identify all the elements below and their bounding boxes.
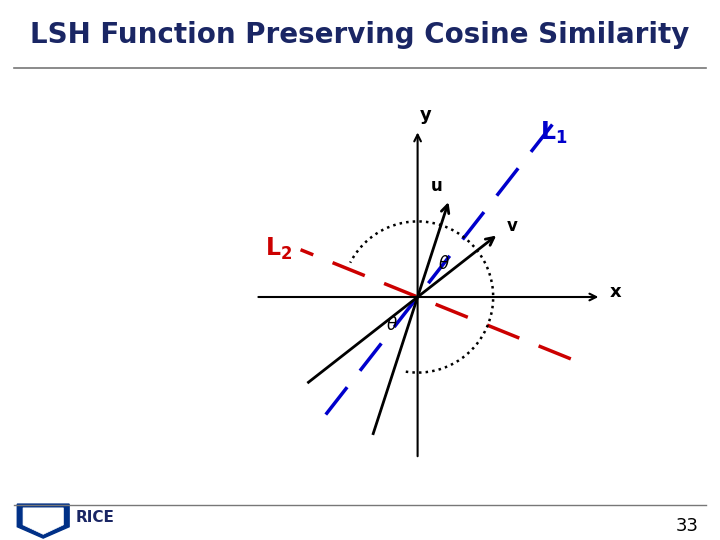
Text: y: y [420,106,431,124]
Text: u: u [431,177,442,195]
Text: $\theta$: $\theta$ [386,316,397,334]
Text: $\theta$: $\theta$ [438,255,449,273]
Text: v: v [507,217,518,235]
Text: x: x [609,282,621,301]
Polygon shape [17,504,69,538]
Text: $\mathbf{L_1}$: $\mathbf{L_1}$ [540,120,567,146]
Text: LSH Function Preserving Cosine Similarity: LSH Function Preserving Cosine Similarit… [30,21,690,49]
Polygon shape [23,508,63,535]
Text: 33: 33 [675,517,698,535]
Text: $\mathbf{L_2}$: $\mathbf{L_2}$ [265,235,292,261]
Text: RICE: RICE [76,510,114,525]
